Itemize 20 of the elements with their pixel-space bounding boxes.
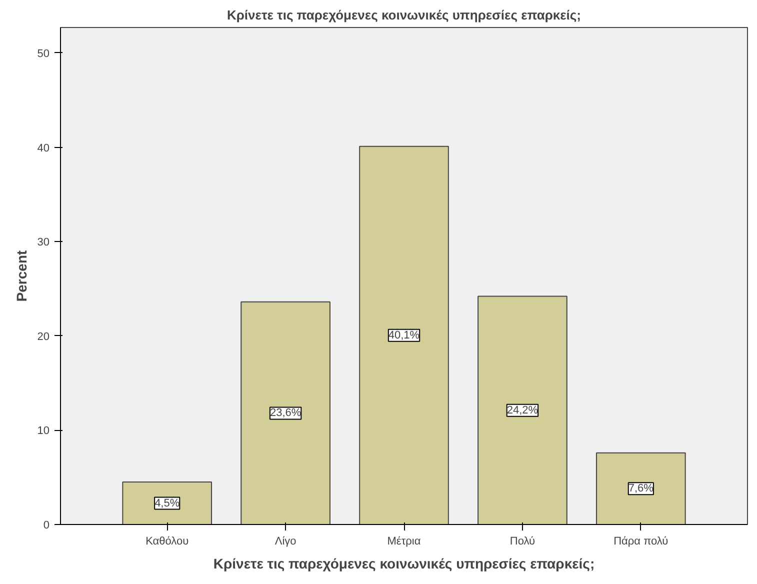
bar xyxy=(359,146,449,524)
chart-title: Κρίνετε τις παρεχόμενες κοινωνικές υπηρεσίες επαρκείς; xyxy=(227,8,582,22)
y-tick-label: 20 xyxy=(37,330,50,343)
y-tick-label: 0 xyxy=(43,520,50,532)
bar xyxy=(596,452,686,524)
x-tick-label: Λίγο xyxy=(274,536,296,548)
y-tick-label: 30 xyxy=(37,236,50,249)
bar xyxy=(122,482,212,524)
y-tick-label: 10 xyxy=(37,425,50,438)
y-tick-label: 50 xyxy=(37,48,50,60)
y-tick-label: 40 xyxy=(37,142,50,154)
bar xyxy=(240,301,330,524)
data-label: 7,6% xyxy=(628,482,654,495)
y-axis-title: Percent xyxy=(13,250,30,302)
x-tick-label: Πολύ xyxy=(510,536,536,548)
x-tick-label: Πάρα πολύ xyxy=(614,536,668,548)
x-axis-title: Κρίνετε τις παρεχόμενες κοινωνικές υπηρεσίες επαρκείς; xyxy=(213,556,595,572)
bar xyxy=(478,296,568,524)
x-tick-label: Καθόλου xyxy=(146,536,189,548)
x-tick-label: Μέτρια xyxy=(387,536,422,548)
